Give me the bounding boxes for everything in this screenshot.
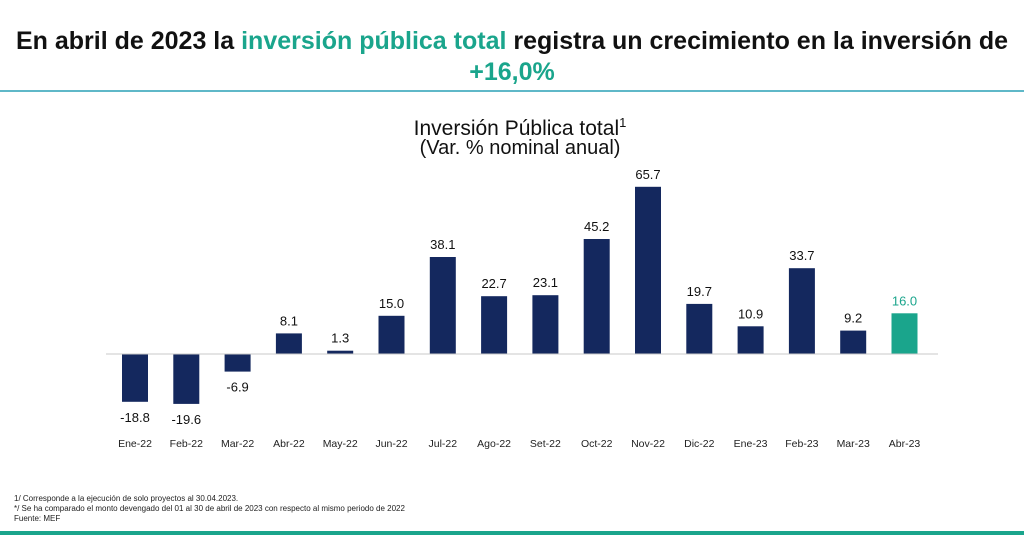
bar-Nov-22 — [635, 186, 661, 354]
category-label-Feb-23: Feb-23 — [785, 438, 818, 450]
value-label-Oct-22: 45.2 — [584, 219, 609, 234]
category-label-Oct-22: Oct-22 — [581, 438, 613, 450]
value-label-Ene-23: 10.9 — [738, 306, 763, 321]
category-label-Set-22: Set-22 — [530, 438, 561, 450]
source-note: Fuente: MEF — [14, 514, 61, 523]
category-label-Abr-23: Abr-23 — [889, 438, 921, 450]
category-label-May-22: May-22 — [323, 438, 358, 450]
bar-Feb-22 — [173, 354, 200, 404]
headline-highlight-1: inversión pública total — [241, 27, 507, 55]
value-label-May-22: 1.3 — [331, 331, 349, 346]
chart-subtitle: (Var. % nominal anual) — [419, 137, 621, 159]
value-label-Nov-22: 65.7 — [635, 167, 660, 182]
value-label-Set-22: 23.1 — [533, 275, 558, 290]
chart-title-text: Inversión Pública total — [413, 117, 620, 140]
bar-Jun-22 — [378, 315, 405, 354]
bar-Abr-22 — [275, 333, 302, 354]
value-label-Ago-22: 22.7 — [481, 276, 506, 291]
headline-text-1: En abril de 2023 la — [15, 27, 242, 55]
bar-Set-22 — [532, 295, 559, 354]
bars-layer — [122, 186, 918, 404]
value-label-Dic-22: 19.7 — [687, 284, 712, 299]
bar-May-22 — [327, 350, 354, 354]
chart-title: Inversión Pública total1 — [0, 110, 1024, 141]
bar-Abr-23 — [891, 313, 918, 354]
value-label-Jun-22: 15.0 — [379, 296, 404, 311]
value-label-Feb-22: -19.6 — [171, 412, 201, 427]
category-label-Feb-22: Feb-22 — [170, 438, 203, 450]
value-label-Abr-22: 8.1 — [280, 313, 298, 328]
value-label-Ene-22: -18.8 — [120, 410, 150, 425]
value-label-Mar-23: 9.2 — [844, 311, 862, 326]
bar-Dic-22 — [686, 303, 713, 354]
category-label-Nov-22: Nov-22 — [631, 438, 665, 450]
bar-Ago-22 — [481, 296, 508, 354]
footnote-1: 1/ Corresponde a la ejecución de solo pr… — [14, 494, 239, 503]
category-label-Mar-23: Mar-23 — [837, 438, 870, 450]
value-label-Feb-23: 33.7 — [789, 248, 814, 263]
value-label-Mar-22: -6.9 — [226, 380, 248, 395]
headline-text-2: registra un crecimiento en la inversión … — [506, 27, 1008, 55]
value-label-Jul-22: 38.1 — [430, 237, 455, 252]
category-label-Ene-23: Ene-23 — [734, 438, 768, 450]
category-label-Mar-22: Mar-22 — [221, 438, 254, 450]
bar-Ene-23 — [737, 326, 764, 354]
category-label-Dic-22: Dic-22 — [684, 438, 715, 450]
bottom-divider — [0, 531, 1024, 535]
bar-Oct-22 — [583, 239, 610, 354]
footnote-2: */ Se ha comparado el monto devengado de… — [14, 504, 405, 513]
top-divider — [0, 90, 1024, 92]
category-label-Abr-22: Abr-22 — [273, 438, 305, 450]
bar-Jul-22 — [429, 257, 456, 354]
value-label-Abr-23: 16.0 — [892, 293, 917, 308]
chart-title-footnote-mark: 1 — [619, 115, 627, 130]
headline: En abril de 2023 la inversión pública to… — [0, 26, 1024, 88]
category-label-Ago-22: Ago-22 — [477, 438, 511, 450]
headline-highlight-2: +16,0% — [469, 58, 555, 86]
bar-Mar-23 — [840, 330, 867, 354]
labels-layer: -18.8 Ene-22 -19.6 Feb-22 -6.9 Mar-22 8.1 Abr-2… — [118, 167, 920, 450]
category-label-Ene-22: Ene-22 — [118, 438, 152, 450]
category-label-Jun-22: Jun-22 — [375, 438, 407, 450]
footnotes: 1/ Corresponde a la ejecución de solo pr… — [14, 494, 405, 524]
bar-Ene-22 — [122, 354, 148, 402]
category-label-Jul-22: Jul-22 — [428, 438, 457, 450]
bar-Feb-23 — [788, 268, 815, 354]
bar-Mar-22 — [224, 354, 251, 372]
